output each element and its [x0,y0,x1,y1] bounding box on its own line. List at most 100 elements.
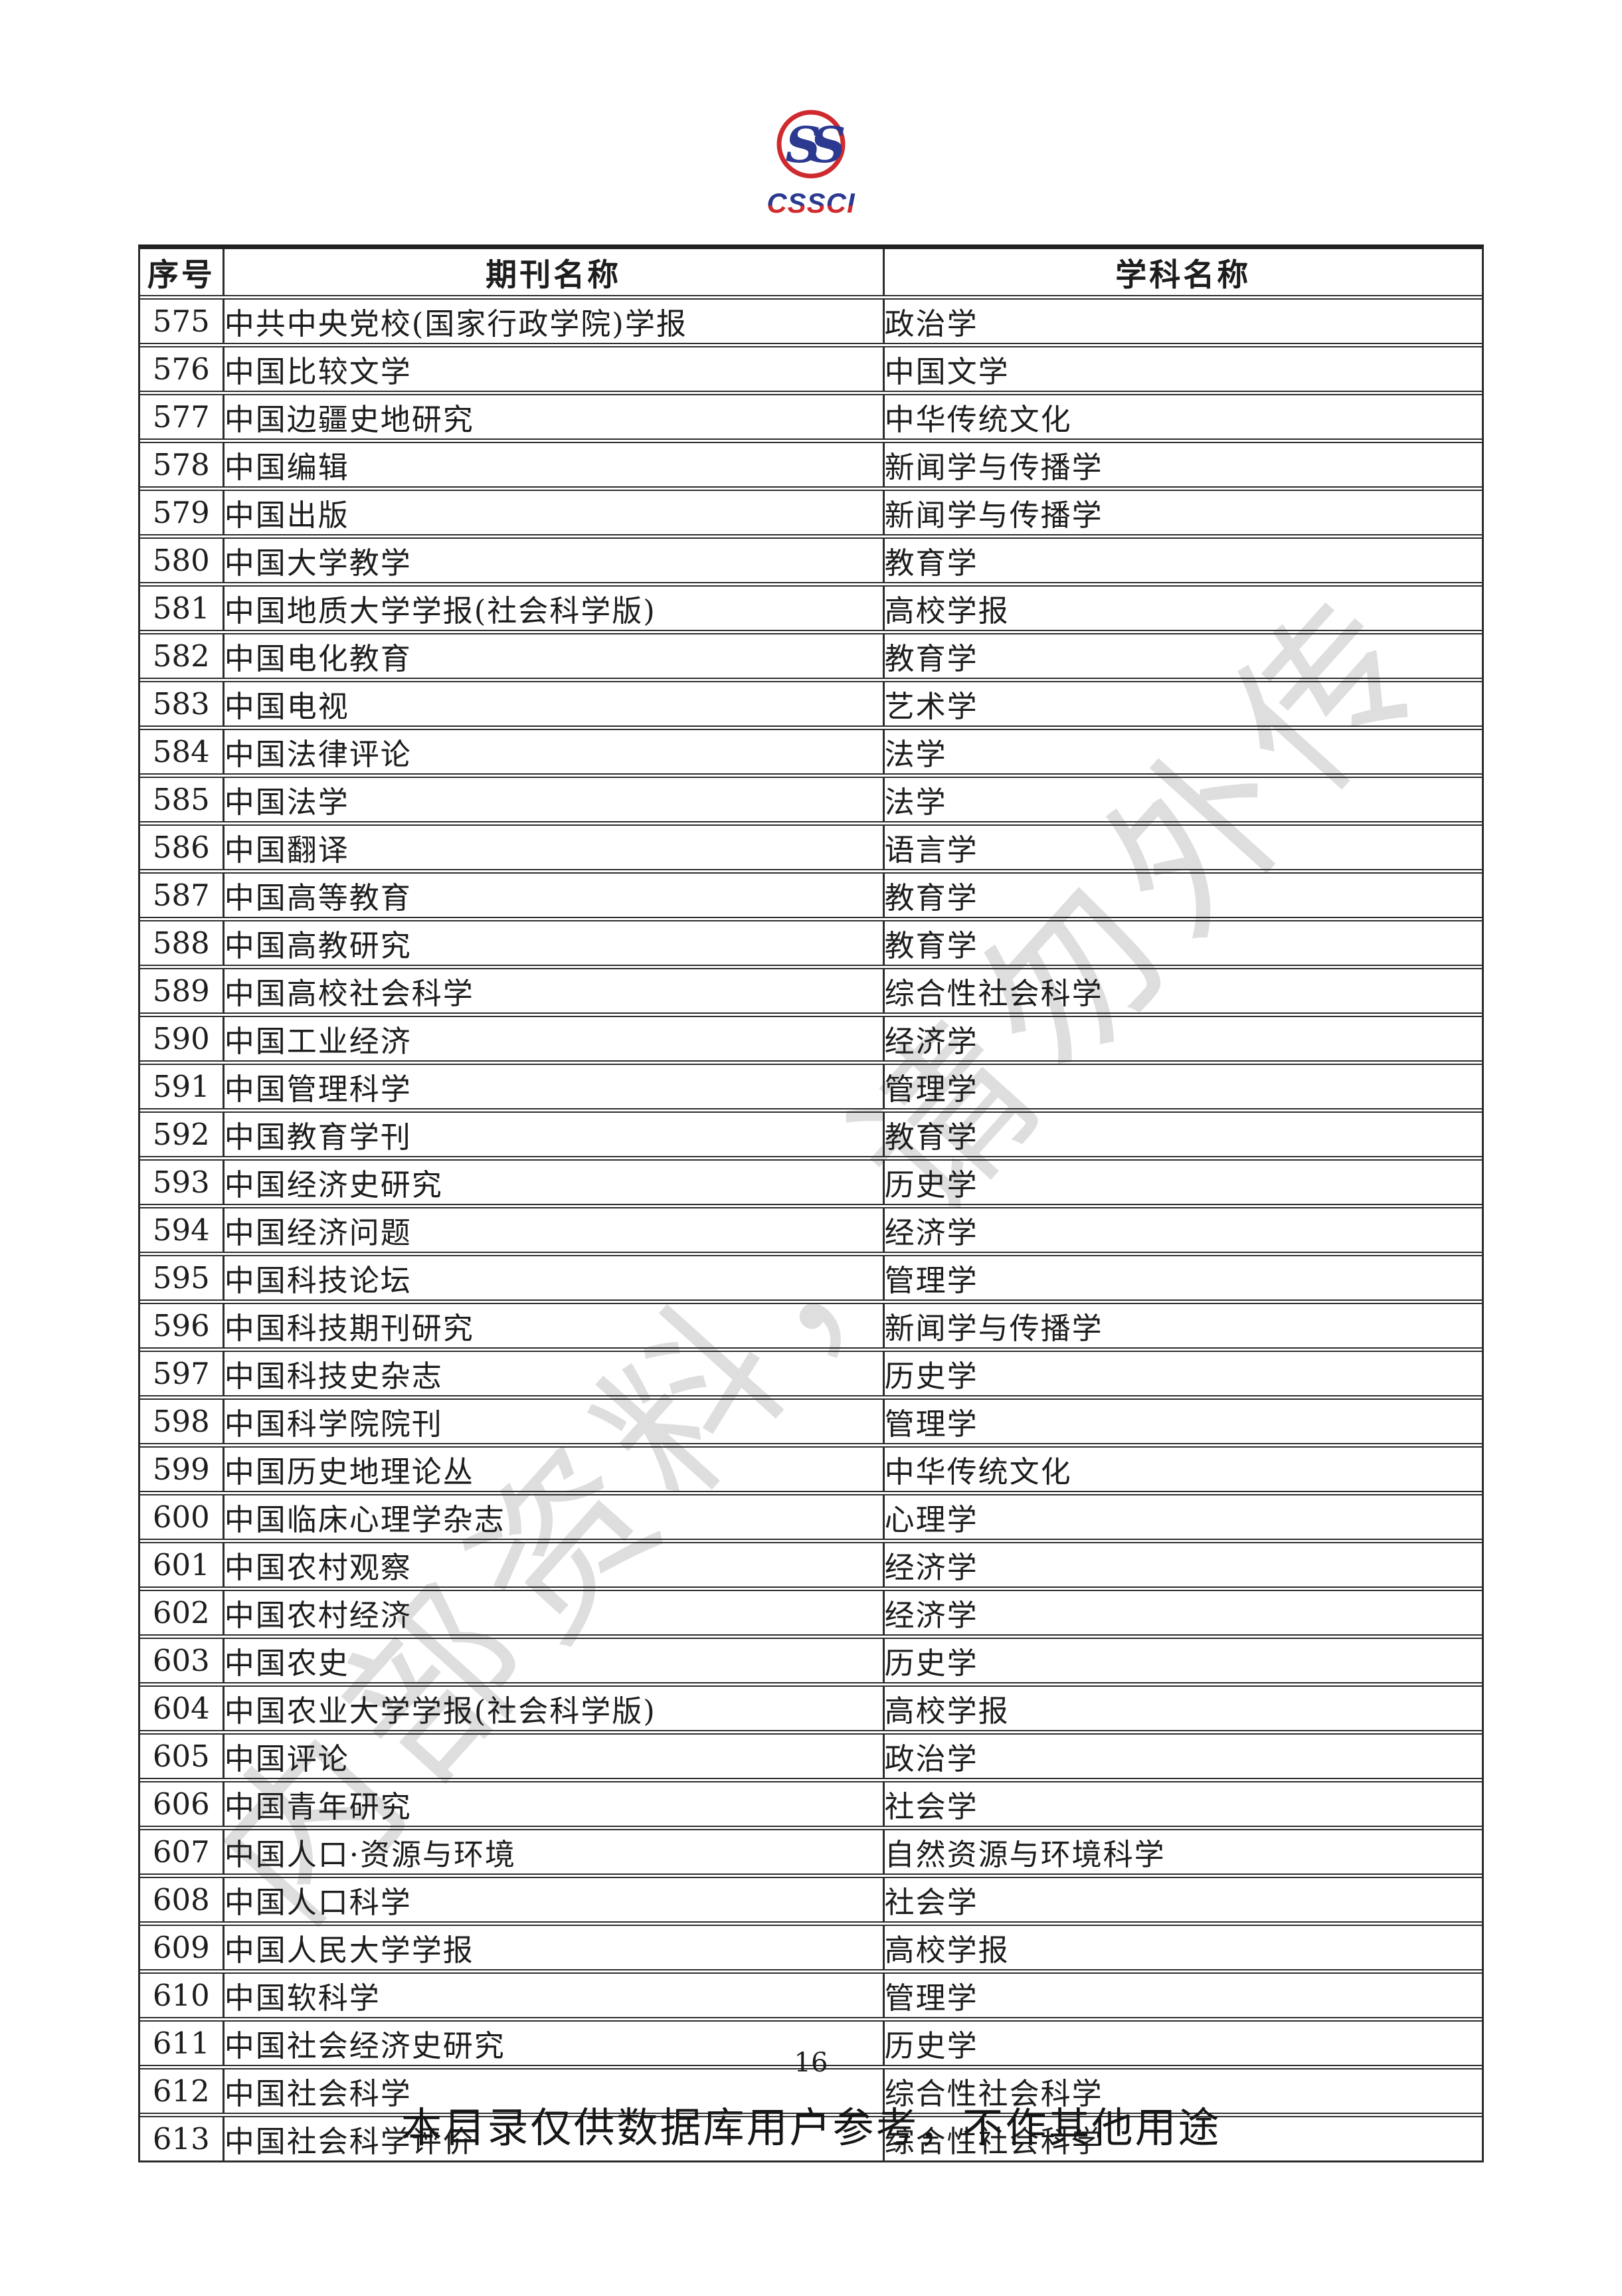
row-number: 597 [140,1349,225,1400]
row-number: 612 [140,2067,225,2117]
table-row: 598 中国科学院院刊 管理学 [140,1397,1482,1448]
table-row: 585 中国法学 法学 [140,775,1482,826]
table-row: 613 中国社会科学评价 综合性社会科学 [140,2115,1482,2160]
journal-name: 中国人民大学学报 [223,1923,885,1974]
journal-name: 中国教育学刊 [223,1110,885,1161]
subject-name: 管理学 [883,1254,1482,1304]
row-number: 601 [140,1541,225,1591]
subject-name: 新闻学与传播学 [883,488,1482,539]
table-body: 575 中共中央党校(国家行政学院)学报 政治学 576 中国比较文学 中国文学 577 中国… [140,297,1482,2160]
row-number: 606 [140,1780,225,1830]
subject-name: 政治学 [883,297,1482,347]
row-number: 587 [140,871,225,921]
subject-name: 教育学 [883,871,1482,921]
table-row: 580 中国大学教学 教育学 [140,536,1482,587]
table-row: 611 中国社会经济史研究 历史学 [140,2019,1482,2069]
row-number: 579 [140,488,225,539]
journal-name: 中国管理科学 [223,1062,885,1113]
row-number: 613 [140,2115,225,2160]
journal-name: 中国经济史研究 [223,1158,885,1208]
journal-name: 中国科技史杂志 [223,1349,885,1400]
row-number: 600 [140,1493,225,1543]
subject-name: 综合性社会科学 [883,967,1482,1017]
table-row: 606 中国青年研究 社会学 [140,1780,1482,1830]
journal-name: 中国高校社会科学 [223,967,885,1017]
row-number: 602 [140,1588,225,1639]
row-number: 589 [140,967,225,1017]
journal-name: 中国科技论坛 [223,1254,885,1304]
journal-name: 中国编辑 [223,440,885,491]
subject-name: 法学 [883,775,1482,826]
table-row: 577 中国边疆史地研究 中华传统文化 [140,393,1482,443]
journal-name: 中国青年研究 [223,1780,885,1830]
table-row: 578 中国编辑 新闻学与传播学 [140,440,1482,491]
row-number: 590 [140,1014,225,1065]
table-row: 605 中国评论 政治学 [140,1732,1482,1782]
row-number: 581 [140,584,225,634]
journal-name: 中国社会科学评价 [223,2115,885,2160]
table-row: 604 中国农业大学学报(社会科学版) 高校学报 [140,1684,1482,1735]
subject-name: 综合性社会科学 [884,2124,1103,2159]
journal-name: 中国人口科学 [223,1875,885,1926]
subject-name: 经济学 [883,1014,1482,1065]
table-row: 579 中国出版 新闻学与传播学 [140,488,1482,539]
subject-name: 历史学 [883,2019,1482,2069]
subject-name: 管理学 [883,1971,1482,2022]
journal-name: 中国科学院院刊 [223,1397,885,1448]
subject-name: 教育学 [883,536,1482,587]
row-number: 588 [140,919,225,969]
table-row: 596 中国科技期刊研究 新闻学与传播学 [140,1301,1482,1352]
journal-name: 中国评论 [223,1732,885,1782]
row-number: 610 [140,1971,225,2022]
table-row: 590 中国工业经济 经济学 [140,1014,1482,1065]
table-row: 602 中国农村经济 经济学 [140,1588,1482,1639]
subject-name: 高校学报 [883,584,1482,634]
row-number: 611 [140,2019,225,2069]
logo-circle-icon [776,110,846,179]
table-row: 588 中国高教研究 教育学 [140,919,1482,969]
row-number: 580 [140,536,225,587]
journal-name: 中国大学教学 [223,536,885,587]
row-number: 575 [140,297,225,347]
subject-name: 社会学 [883,1780,1482,1830]
journal-table: 序号 期刊名称 学科名称 575 中共中央党校(国家行政学院)学报 政治学 576 中国… [140,249,1482,2160]
subject-name: 经济学 [883,1588,1482,1639]
table-row: 612 中国社会科学 综合性社会科学 [140,2067,1482,2117]
header-journal-name: 期刊名称 [223,249,885,300]
table-row: 592 中国教育学刊 教育学 [140,1110,1482,1161]
subject-name: 高校学报 [883,1923,1482,1974]
subject-name: 经济学 [883,1541,1482,1591]
journal-name: 中国比较文学 [223,345,885,395]
subject-name: 历史学 [883,1636,1482,1687]
row-number: 582 [140,632,225,682]
subject-name: 政治学 [883,1732,1482,1782]
table-row: 594 中国经济问题 经济学 [140,1206,1482,1256]
row-number: 603 [140,1636,225,1687]
table-header: 序号 期刊名称 学科名称 [140,249,1482,300]
logo-ss-icon: SS [785,117,844,174]
row-number: 593 [140,1158,225,1208]
subject-name: 自然资源与环境科学 [883,1828,1482,1878]
row-number: 592 [140,1110,225,1161]
subject-name: 语言学 [883,823,1482,874]
table-row: 589 中国高校社会科学 综合性社会科学 [140,967,1482,1017]
journal-name: 中国社会经济史研究 [223,2019,885,2069]
subject-name: 历史学 [883,1158,1482,1208]
journal-name: 中国高等教育 [223,871,885,921]
subject-name: 艺术学 [883,680,1482,730]
journal-name: 中国电化教育 [223,632,885,682]
subject-name: 高校学报 [883,1684,1482,1735]
journal-name: 中国农村观察 [223,1541,885,1591]
row-number: 598 [140,1397,225,1448]
row-number: 607 [140,1828,225,1878]
table-row: 576 中国比较文学 中国文学 [140,345,1482,395]
journal-name: 中国翻译 [223,823,885,874]
row-number: 605 [140,1732,225,1782]
table-row: 584 中国法律评论 法学 [140,727,1482,778]
journal-name: 中国经济问题 [223,1206,885,1256]
journal-name: 中国临床心理学杂志 [223,1493,885,1543]
journal-name: 中国边疆史地研究 [223,393,885,443]
table-row: 597 中国科技史杂志 历史学 [140,1349,1482,1400]
subject-name: 综合性社会科学 [883,2067,1482,2117]
subject-name: 中华传统文化 [883,1445,1482,1495]
